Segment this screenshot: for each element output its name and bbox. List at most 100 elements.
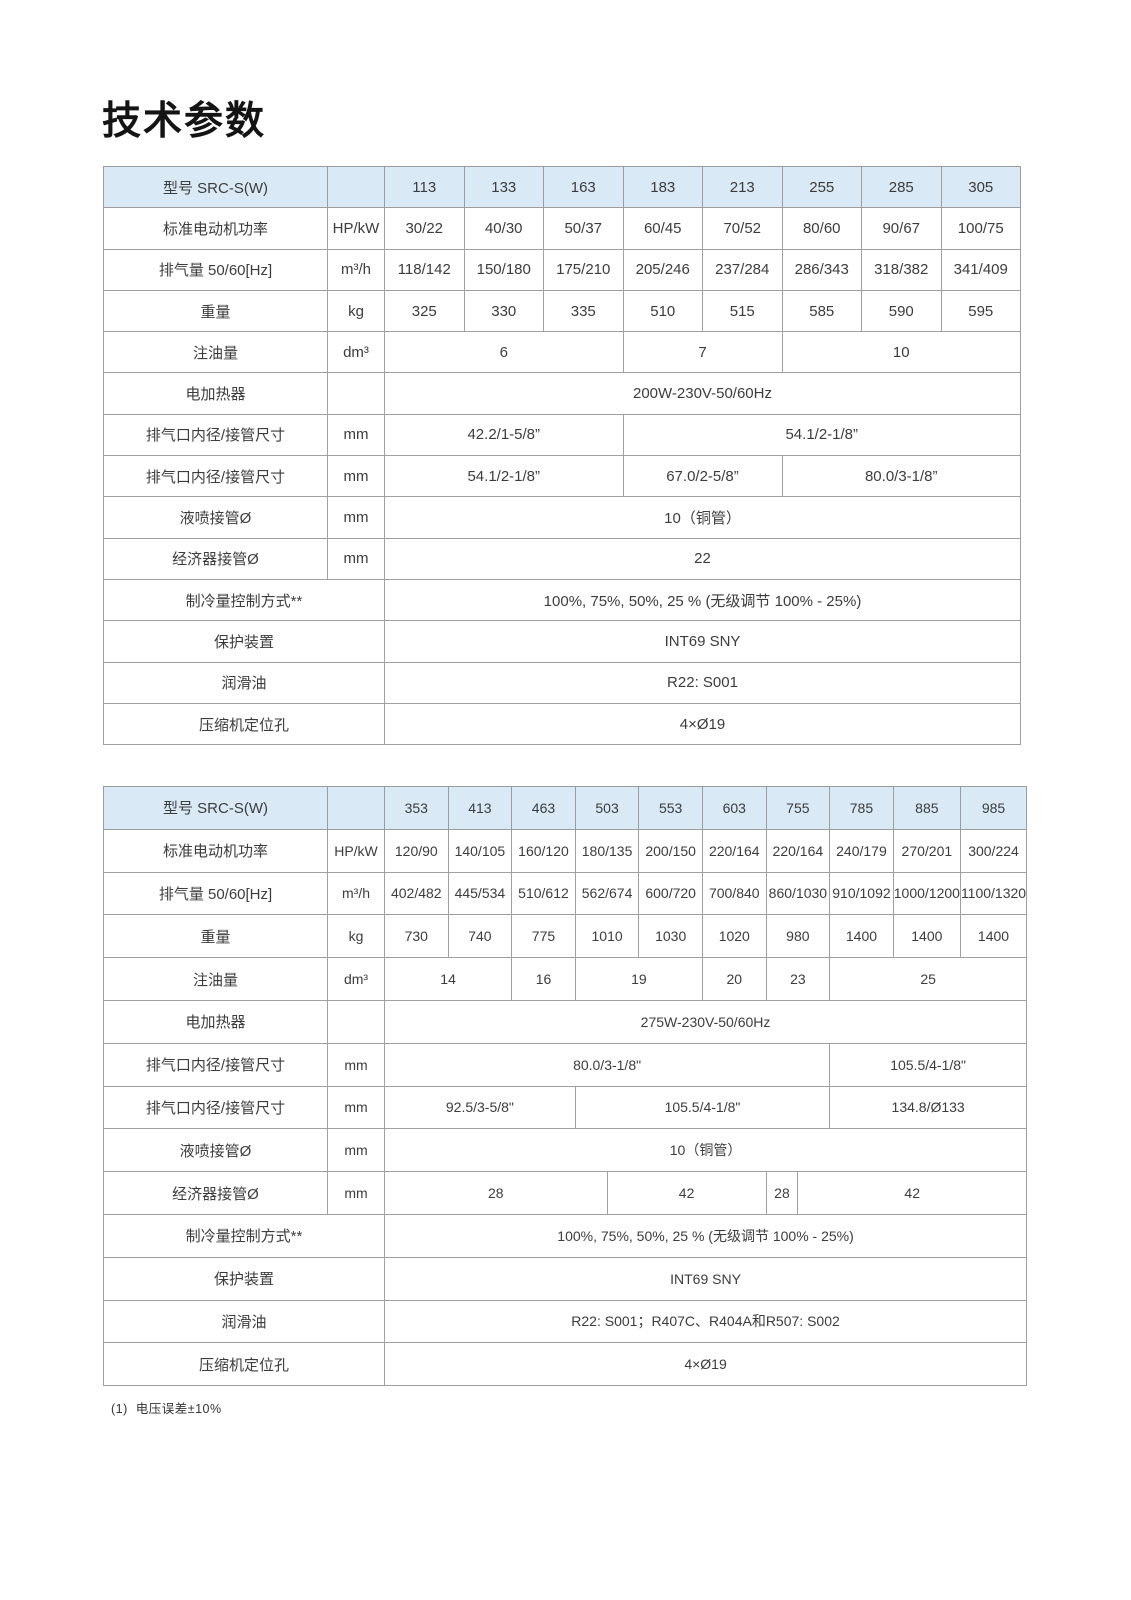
row-label-cell: 标准电动机功率	[103, 207, 328, 250]
value-cell: 180/135	[574, 828, 640, 873]
model-header-cell: 885	[892, 786, 961, 830]
row-label-cell: 压缩机定位孔	[103, 702, 385, 746]
unit-cell: mm	[327, 455, 385, 498]
unit-cell: dm³	[327, 957, 385, 1001]
value-cell: 205/246	[622, 248, 703, 291]
row-label-cell: 注油量	[103, 331, 328, 374]
value-cell: 200/150	[638, 828, 703, 873]
unit-cell: mm	[327, 1171, 385, 1215]
value-cell: 775	[511, 914, 576, 959]
value-cell: 118/142	[384, 248, 465, 291]
row-label-cell: 注油量	[103, 957, 328, 1001]
value-cell: 22	[384, 537, 1021, 580]
model-header-cell: 113	[384, 165, 465, 209]
unit-cell: mm	[327, 1042, 385, 1087]
table-row: 标准电动机功率 HP/kW 120/90 140/105 160/120 180/135 2…	[103, 828, 1028, 873]
value-cell: 16	[511, 957, 576, 1001]
unit-cell: m³/h	[327, 248, 385, 291]
value-cell: 335	[543, 289, 624, 333]
value-cell: R22: S001；R407C、R404A和R507: S002	[383, 1299, 1028, 1344]
table-row: 液喷接管Ø mm 10（铜管）	[103, 496, 1021, 539]
table-row: 注油量 dm³ 14 16 19 20 23 25	[103, 957, 1028, 1001]
value-cell: 595	[940, 289, 1021, 333]
value-cell: 67.0/2-5/8”	[622, 455, 783, 498]
header-row: 型号 SRC-S(W) 353 413 463 503 553 603 755 785 885 98…	[103, 786, 1028, 830]
value-cell: 160/120	[511, 828, 576, 873]
row-label-cell: 排气口内径/接管尺寸	[103, 413, 328, 457]
header-unit-cell	[327, 786, 385, 830]
table-row: 制冷量控制方式** 100%, 75%, 50%, 25 % (无级调节 100%…	[103, 1213, 1028, 1258]
spec-table-353-985: 型号 SRC-S(W) 353 413 463 503 553 603 755 785 885 98…	[103, 786, 1028, 1387]
table-row: 保护装置 INT69 SNY	[103, 1256, 1028, 1301]
value-cell: 318/382	[861, 248, 942, 291]
value-cell: 92.5/3-5/8"	[384, 1085, 576, 1130]
header-label-cell: 型号 SRC-S(W)	[103, 165, 328, 209]
value-cell: 515	[702, 289, 783, 333]
row-label-cell: 经济器接管Ø	[103, 1171, 328, 1215]
row-label-cell: 经济器接管Ø	[103, 537, 328, 580]
value-cell: 14	[383, 957, 513, 1001]
unit-cell: HP/kW	[327, 828, 385, 873]
value-cell: 40/30	[463, 207, 544, 250]
unit-cell	[327, 372, 385, 415]
unit-cell: dm³	[327, 331, 385, 374]
value-cell: 42	[606, 1171, 767, 1215]
row-label-cell: 制冷量控制方式**	[103, 1213, 385, 1258]
row-label-cell: 重量	[103, 289, 328, 333]
row-label-cell: 排气量 50/60[Hz]	[103, 248, 328, 291]
row-label-cell: 排气口内径/接管尺寸	[103, 455, 328, 498]
value-cell: 150/180	[463, 248, 544, 291]
unit-cell: kg	[327, 914, 385, 959]
value-cell: 275W-230V-50/60Hz	[383, 999, 1028, 1044]
table-row: 排气口内径/接管尺寸 mm 42.2/1-5/8” 54.1/2-1/8”	[103, 413, 1021, 457]
value-cell: 80.0/3-1/8”	[781, 455, 1021, 498]
row-label-cell: 液喷接管Ø	[103, 496, 328, 539]
value-cell: 700/840	[701, 871, 767, 916]
model-header-cell: 163	[543, 165, 624, 209]
value-cell: 1100/1320	[959, 871, 1028, 916]
value-cell: 341/409	[940, 248, 1021, 291]
value-cell: 1000/1200	[892, 871, 961, 916]
table-row: 润滑油 R22: S001；R407C、R404A和R507: S002	[103, 1299, 1028, 1344]
value-cell: 19	[574, 957, 703, 1001]
model-header-cell: 213	[702, 165, 783, 209]
value-cell: 585	[781, 289, 862, 333]
table-row: 经济器接管Ø mm 28 42 28 42	[103, 1171, 1028, 1215]
spec-table-113-305: 型号 SRC-S(W) 113 133 163 183 213 255 285 305 标准电动机…	[103, 165, 1021, 746]
value-cell: 980	[765, 914, 831, 959]
table-row: 润滑油 R22: S001	[103, 661, 1021, 704]
value-cell: 220/164	[701, 828, 767, 873]
unit-cell: mm	[327, 413, 385, 457]
row-label-cell: 保护装置	[103, 620, 385, 663]
value-cell: 325	[384, 289, 465, 333]
value-cell: 200W-230V-50/60Hz	[384, 372, 1021, 415]
model-header-cell: 133	[463, 165, 544, 209]
model-header-cell: 463	[511, 786, 576, 830]
model-header-cell: 553	[638, 786, 703, 830]
value-cell: INT69 SNY	[384, 620, 1021, 663]
row-label-cell: 排气口内径/接管尺寸	[103, 1042, 328, 1087]
table-row: 重量 kg 325 330 335 510 515 585 590 595	[103, 289, 1021, 333]
value-cell: 105.5/4-1/8"	[829, 1042, 1028, 1087]
table-row: 液喷接管Ø mm 10（铜管）	[103, 1128, 1028, 1173]
value-cell: 1020	[701, 914, 767, 959]
row-label-cell: 液喷接管Ø	[103, 1128, 328, 1173]
value-cell: 28	[384, 1171, 608, 1215]
table-row: 压缩机定位孔 4×Ø19	[103, 702, 1021, 746]
value-cell: 562/674	[574, 871, 640, 916]
unit-cell: mm	[327, 1085, 385, 1130]
table-row: 排气口内径/接管尺寸 mm 54.1/2-1/8” 67.0/2-5/8” 80.0/3…	[103, 455, 1021, 498]
value-cell: 54.1/2-1/8”	[622, 413, 1021, 457]
value-cell: 100%, 75%, 50%, 25 % (无级调节 100% - 25%)	[383, 1213, 1028, 1258]
row-label-cell: 电加热器	[103, 999, 328, 1044]
value-cell: 510/612	[511, 871, 576, 916]
page-title: 技术参数	[102, 100, 267, 143]
row-label-cell: 排气口内径/接管尺寸	[103, 1085, 328, 1130]
table-row: 排气量 50/60[Hz] m³/h 118/142 150/180 175/210 20…	[103, 248, 1021, 291]
table-row: 保护装置 INT69 SNY	[103, 620, 1021, 663]
value-cell: 100%, 75%, 50%, 25 % (无级调节 100% - 25%)	[384, 578, 1021, 622]
row-label-cell: 电加热器	[103, 372, 328, 415]
value-cell: 10（铜管）	[384, 496, 1021, 539]
model-header-cell: 413	[447, 786, 513, 830]
value-cell: 80.0/3-1/8"	[383, 1042, 831, 1087]
